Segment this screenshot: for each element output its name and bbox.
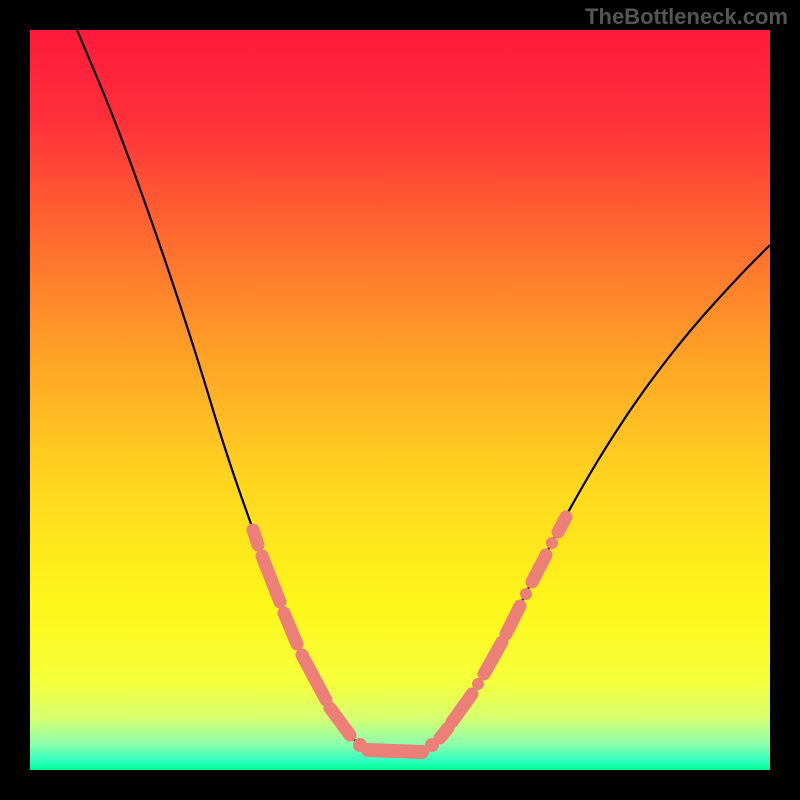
watermark-text: TheBottleneck.com bbox=[585, 4, 788, 30]
marker-pill bbox=[368, 750, 422, 752]
marker-pill bbox=[558, 517, 566, 532]
marker-dot bbox=[546, 537, 558, 549]
marker-dot bbox=[520, 588, 532, 600]
gradient-background bbox=[30, 30, 770, 770]
plot-area bbox=[30, 30, 770, 770]
bottleneck-chart bbox=[30, 30, 770, 770]
marker-pill bbox=[440, 728, 448, 738]
marker-pill bbox=[253, 530, 258, 545]
